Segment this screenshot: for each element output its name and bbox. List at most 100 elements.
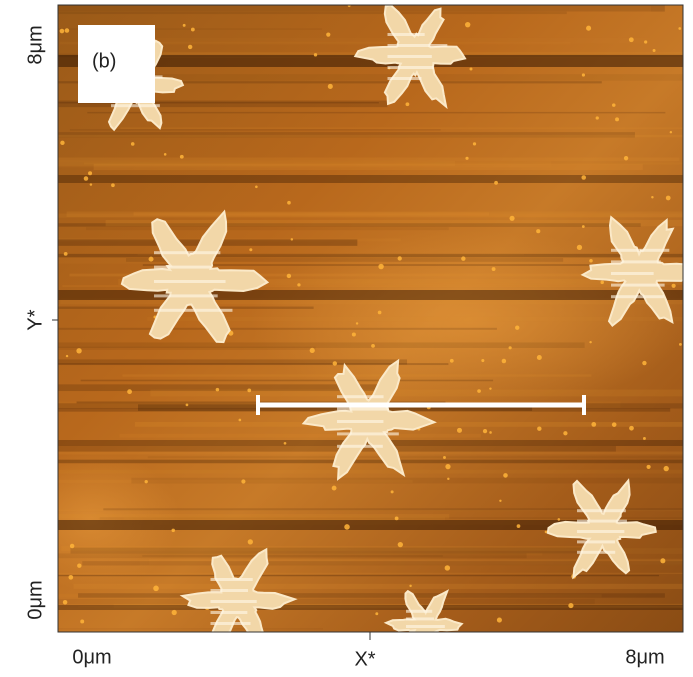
scan-streak xyxy=(0,28,322,30)
particle xyxy=(666,196,671,201)
scan-streak xyxy=(21,628,323,629)
scan-streak xyxy=(39,573,693,574)
particle xyxy=(77,564,81,568)
particle xyxy=(80,619,84,623)
flake-streak xyxy=(406,617,434,620)
particle xyxy=(239,419,242,422)
flake-streak xyxy=(154,294,218,297)
particle xyxy=(497,618,502,623)
flake-streak xyxy=(577,551,615,554)
scan-streak xyxy=(0,135,693,137)
flake-streak xyxy=(337,408,389,411)
flake-streak xyxy=(611,295,664,298)
panel-label: (b) xyxy=(92,50,116,72)
particle xyxy=(90,183,92,185)
particle xyxy=(255,185,258,188)
particle xyxy=(70,544,74,548)
scan-streak xyxy=(106,220,693,226)
particle xyxy=(481,359,484,362)
particle xyxy=(344,524,350,530)
flake-streak xyxy=(211,622,251,625)
particle xyxy=(131,142,135,146)
particle xyxy=(483,429,487,433)
particle xyxy=(581,175,586,180)
particle xyxy=(647,465,651,469)
particle xyxy=(670,131,672,133)
scan-streak xyxy=(0,6,651,12)
particle xyxy=(461,256,465,260)
particle xyxy=(503,473,508,478)
scan-streak xyxy=(82,561,693,565)
scan-streak xyxy=(134,212,490,215)
particle xyxy=(398,256,402,260)
particle xyxy=(672,284,676,288)
particle xyxy=(664,466,669,471)
flake-streak xyxy=(577,509,626,512)
particle xyxy=(509,216,514,221)
particle xyxy=(615,117,619,121)
particle xyxy=(642,361,646,365)
particle xyxy=(589,341,591,343)
particle xyxy=(600,281,603,284)
flake-streak xyxy=(211,611,248,614)
scan-streak xyxy=(148,456,693,458)
dark-band xyxy=(58,175,683,183)
particle xyxy=(502,359,506,363)
particle xyxy=(643,437,646,440)
scan-streak xyxy=(73,584,693,589)
flake-streak xyxy=(611,272,654,275)
particle xyxy=(537,355,542,360)
particle xyxy=(297,283,300,286)
scan-streak xyxy=(94,164,643,170)
particle xyxy=(517,524,521,528)
particle xyxy=(537,426,541,430)
particle xyxy=(445,565,450,570)
flake-streak xyxy=(111,104,160,107)
particle xyxy=(445,464,450,469)
flake-streak xyxy=(154,280,226,283)
particle xyxy=(612,422,617,427)
scan-streak xyxy=(15,328,497,330)
figure: (b) 8μm Y* 0μm 0μm X* 8μm xyxy=(0,0,693,677)
flake-streak xyxy=(154,266,211,269)
particle xyxy=(678,27,681,30)
flake-streak xyxy=(388,44,448,47)
scan-streak xyxy=(27,553,526,558)
flake-streak xyxy=(611,260,661,263)
particle xyxy=(287,201,291,205)
particle xyxy=(596,116,599,119)
scan-streak xyxy=(6,470,693,474)
particle xyxy=(188,45,192,49)
particle xyxy=(63,600,68,605)
scan-streak xyxy=(0,363,448,365)
y-axis-title: Y* xyxy=(24,309,46,330)
flake-streak xyxy=(577,530,624,533)
flake-streak xyxy=(337,395,384,398)
particle xyxy=(180,155,184,159)
particle xyxy=(465,22,470,27)
particle xyxy=(492,267,496,271)
particle xyxy=(679,343,682,346)
particle xyxy=(248,539,253,544)
scan-streak xyxy=(0,599,595,604)
particle xyxy=(314,53,317,56)
particle xyxy=(153,586,159,592)
particle xyxy=(356,322,358,324)
particle xyxy=(191,28,195,32)
particle xyxy=(612,103,616,107)
particle xyxy=(586,26,591,31)
particle xyxy=(499,500,501,502)
particle xyxy=(216,388,220,392)
flake-streak xyxy=(337,420,383,423)
particle xyxy=(515,326,519,330)
particle xyxy=(352,332,356,336)
scan-streak xyxy=(131,478,693,484)
label-box xyxy=(78,25,155,103)
particle xyxy=(127,389,132,394)
scan-streak xyxy=(70,548,600,554)
particle xyxy=(391,490,394,493)
x-axis-title: X* xyxy=(354,648,375,670)
particle xyxy=(64,252,68,256)
particle xyxy=(644,40,647,43)
particle xyxy=(629,426,634,431)
